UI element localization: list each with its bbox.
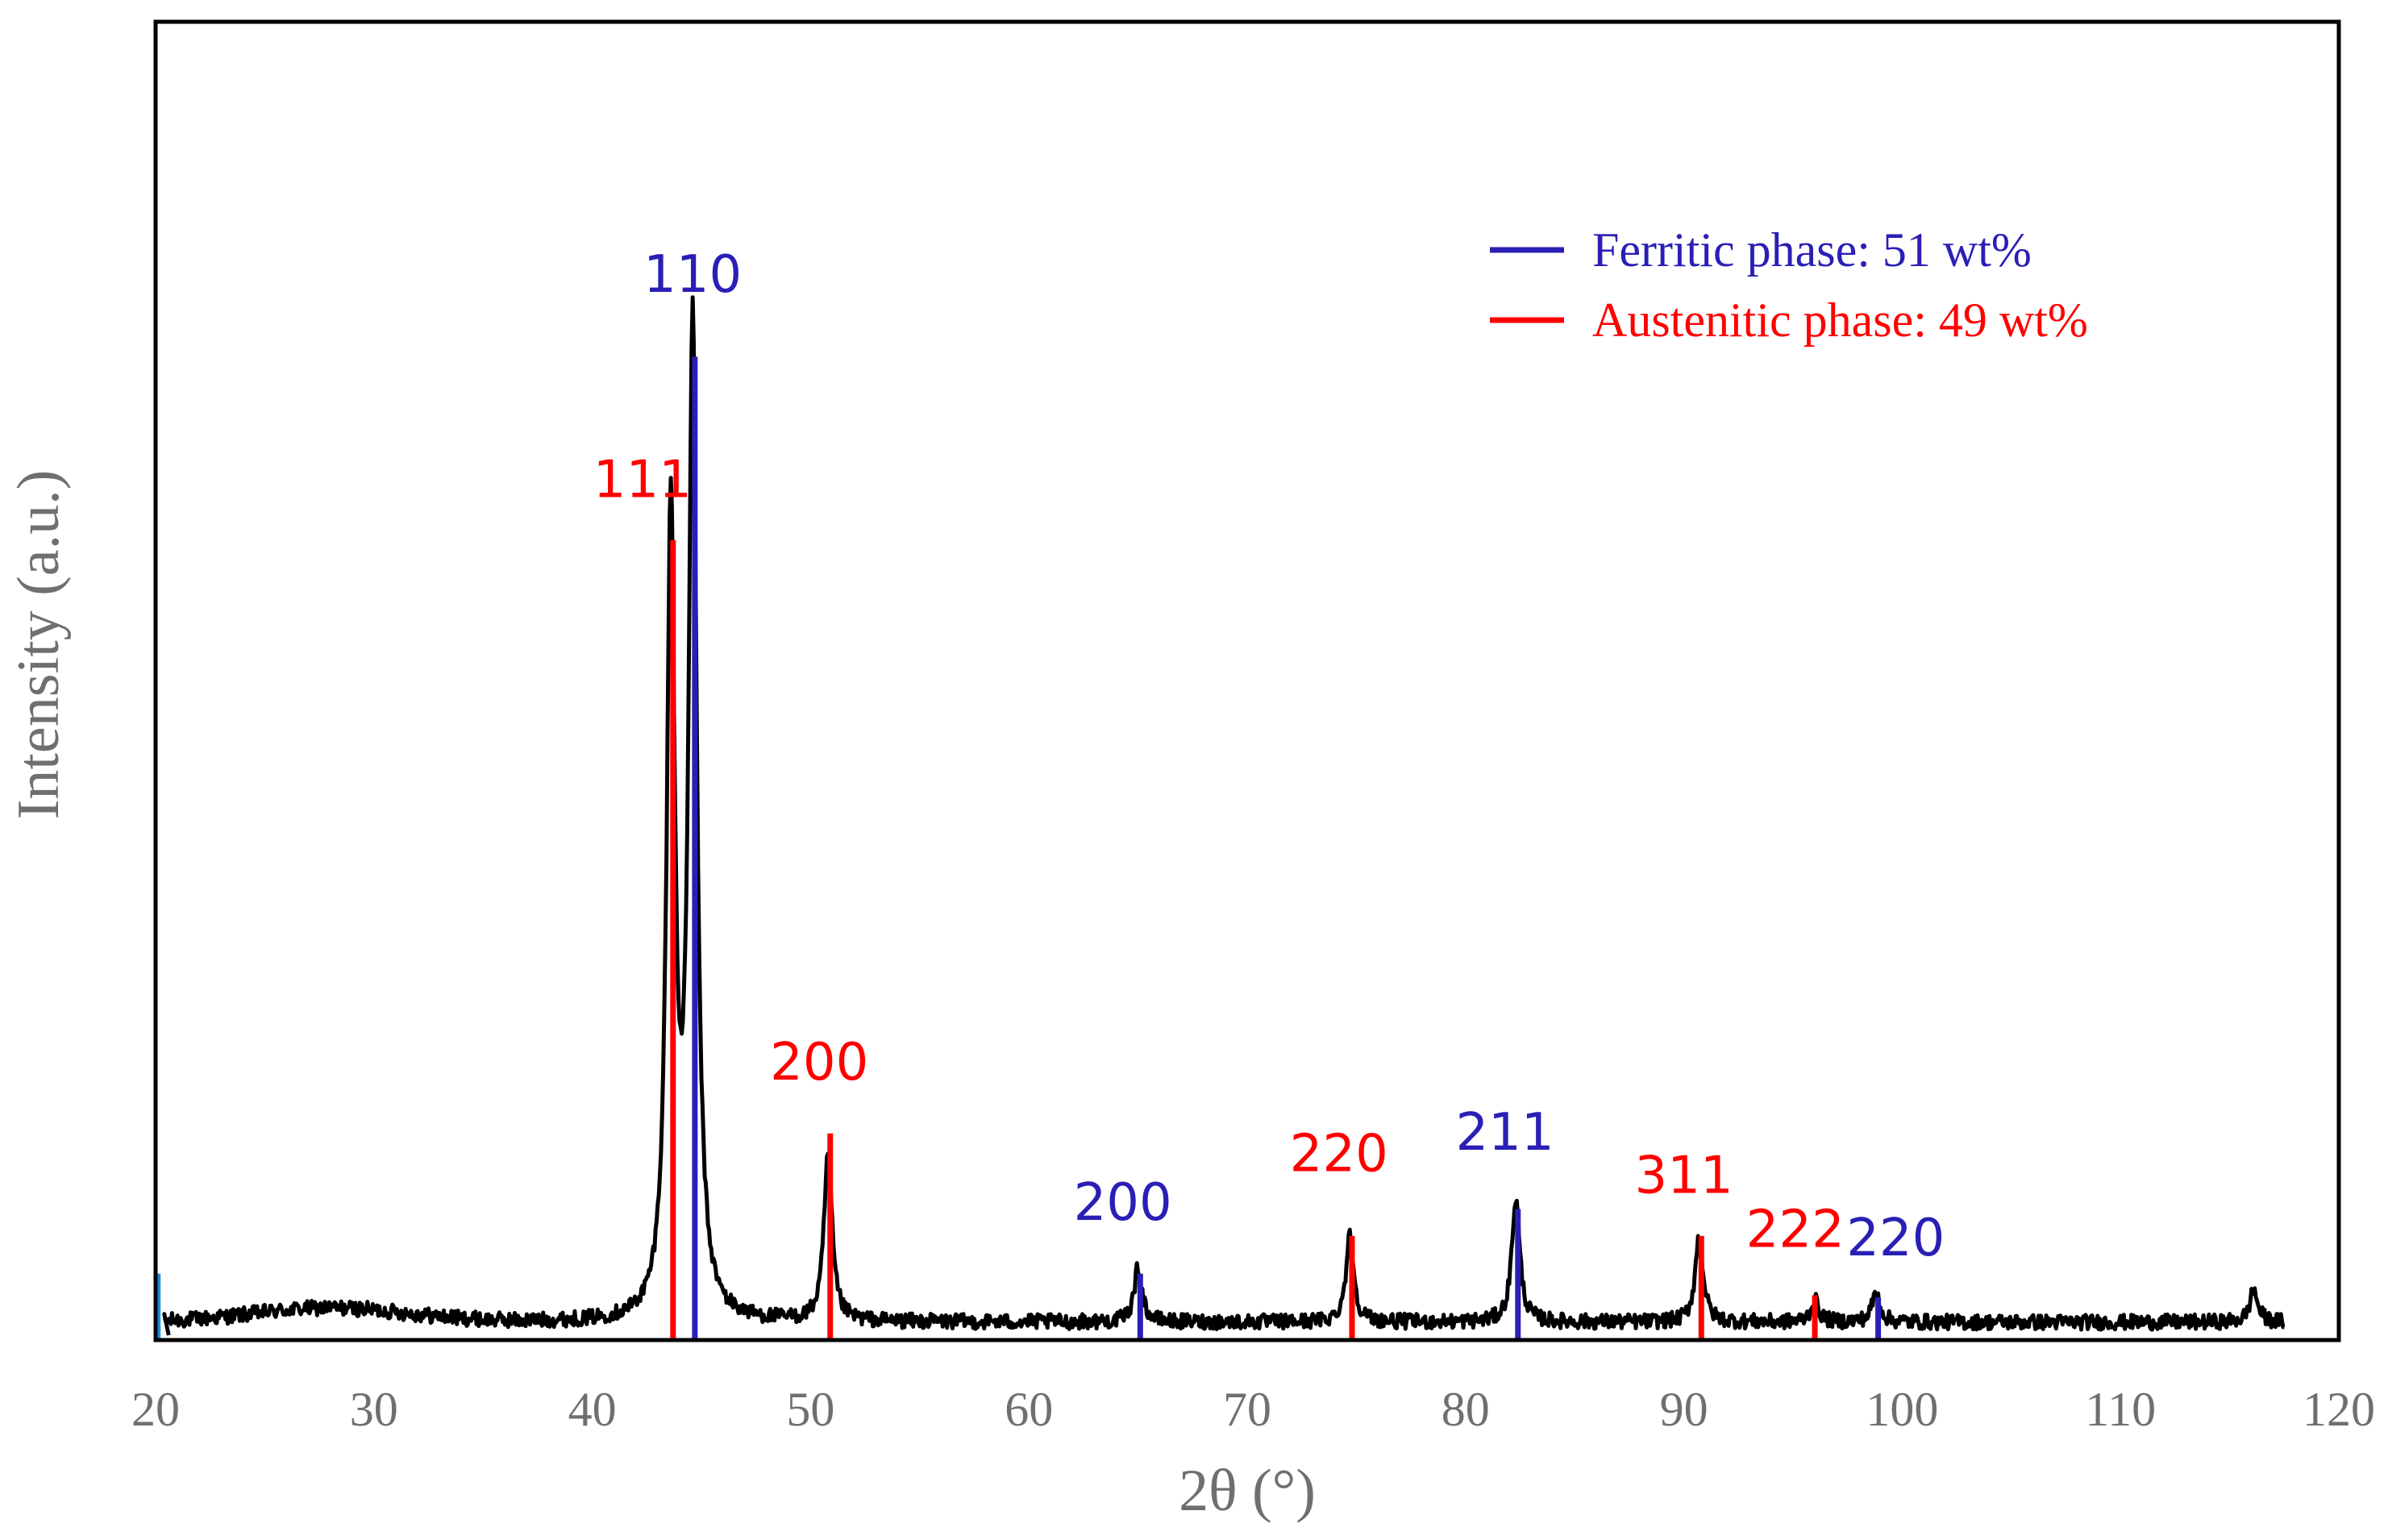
legend: Ferritic phase: 51 wt% Austenitic phase:… (1490, 223, 2088, 347)
legend-label-austenitic: Austenitic phase: 49 wt% (1592, 293, 2088, 347)
peak-label: 222 (1746, 1200, 1845, 1259)
legend-label-ferritic: Ferritic phase: 51 wt% (1592, 223, 2032, 277)
x-tick-label: 120 (2303, 1383, 2375, 1436)
x-tick-label: 60 (1005, 1383, 1053, 1436)
peak-label: 200 (770, 1033, 868, 1093)
x-tick-label: 90 (1660, 1383, 1708, 1436)
peak-label: 211 (1455, 1103, 1554, 1163)
y-axis-label: Intensity (a.u.) (6, 470, 72, 820)
peak-label: 111 (593, 450, 692, 510)
peak-label: 110 (643, 245, 742, 305)
peak-label: 220 (1846, 1209, 1945, 1268)
x-tick-label: 80 (1442, 1383, 1490, 1436)
x-tick-label: 70 (1223, 1383, 1271, 1436)
x-tick-label: 20 (131, 1383, 180, 1436)
peak-label: 220 (1290, 1125, 1388, 1184)
x-tick-label: 110 (2085, 1383, 2156, 1436)
x-axis-label: 2θ (°) (1179, 1458, 1316, 1524)
plot-frame (153, 19, 2341, 1342)
x-tick-label: 100 (1866, 1383, 1938, 1436)
x-axis-ticks: 20 30 40 50 60 70 80 90 100 110 120 (131, 1383, 2375, 1436)
measured-pattern-line (162, 295, 2286, 1336)
x-tick-label: 30 (350, 1383, 398, 1436)
peak-label: 200 (1074, 1173, 1172, 1233)
x-tick-label: 40 (568, 1383, 617, 1436)
peak-label: 311 (1635, 1146, 1733, 1205)
x-tick-label: 50 (786, 1383, 834, 1436)
